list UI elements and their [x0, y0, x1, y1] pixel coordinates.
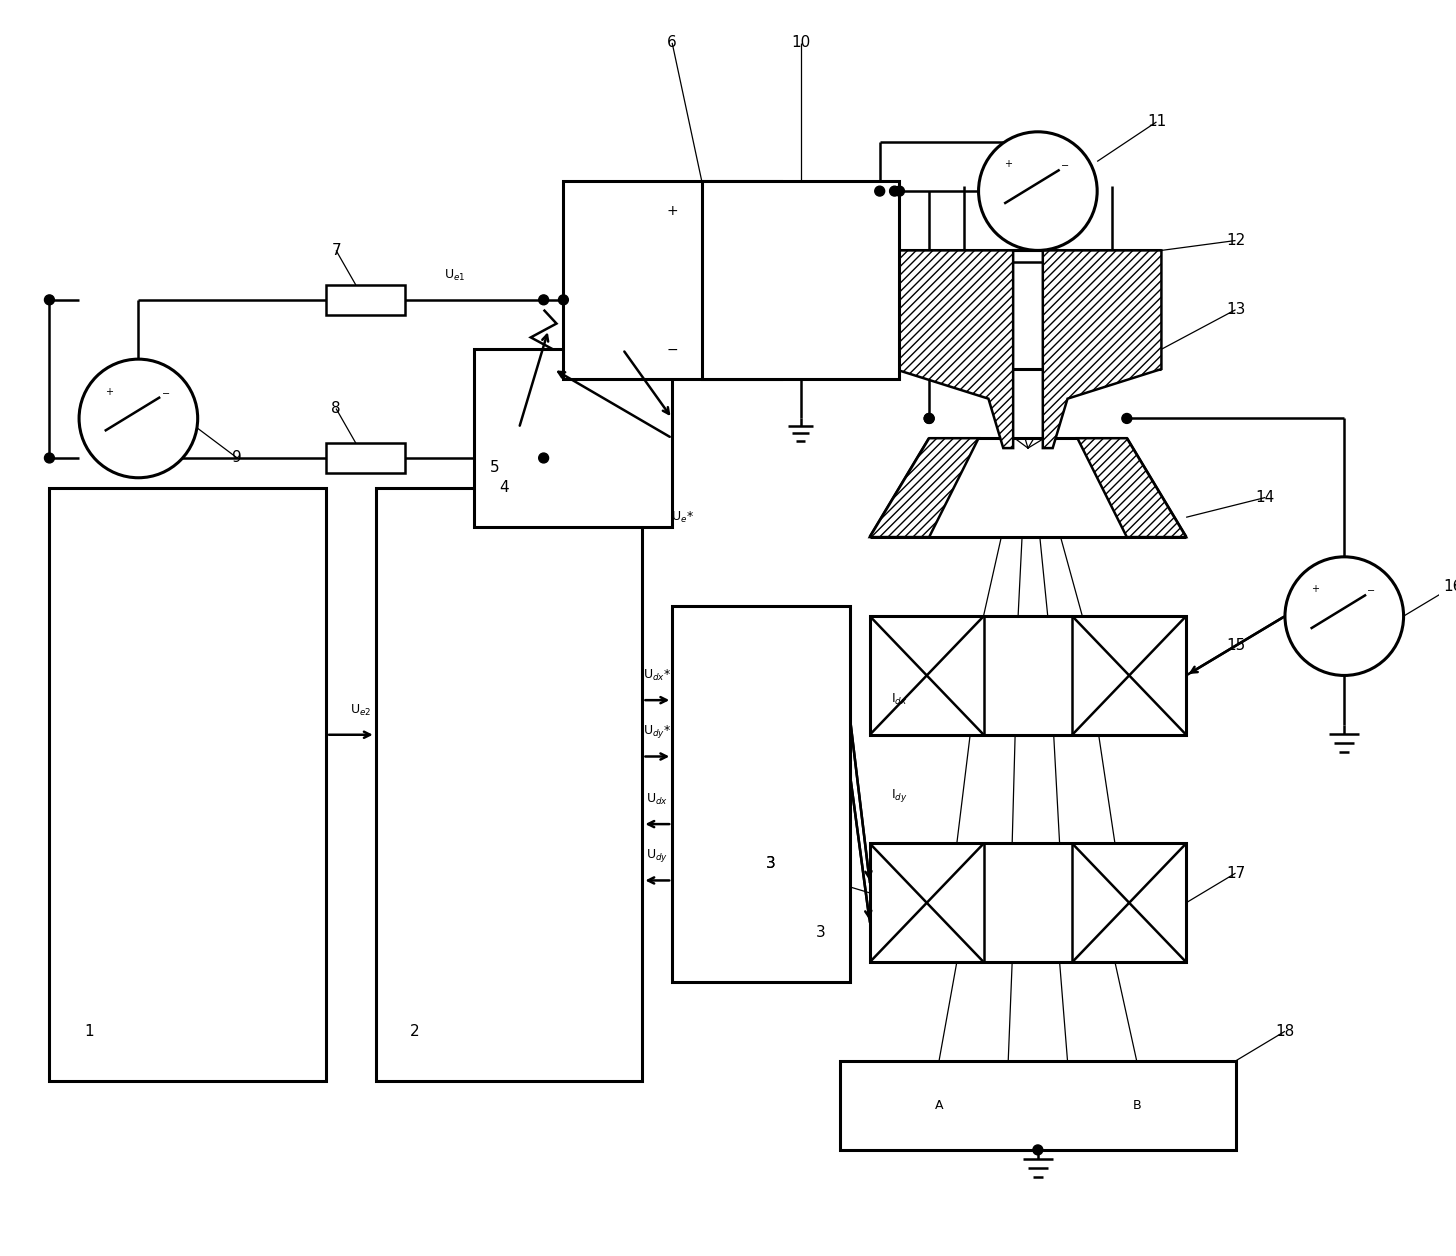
Bar [326, 443, 405, 472]
Text: 17: 17 [1226, 865, 1245, 880]
Circle shape [978, 132, 1098, 250]
Bar [475, 349, 673, 528]
Text: U$_{dy}$*: U$_{dy}$* [644, 723, 671, 740]
Text: 8: 8 [332, 401, 341, 416]
Circle shape [875, 186, 885, 196]
Text: 12: 12 [1226, 234, 1245, 247]
Circle shape [1123, 413, 1131, 423]
Text: I$_{dx}$: I$_{dx}$ [891, 692, 907, 707]
Bar [840, 1061, 1236, 1150]
Bar [869, 844, 1187, 962]
Circle shape [79, 359, 198, 477]
Circle shape [559, 295, 568, 305]
Text: 10: 10 [791, 35, 810, 50]
Polygon shape [894, 250, 1013, 448]
Text: +: + [667, 203, 678, 217]
Text: 7: 7 [332, 242, 341, 257]
Polygon shape [1077, 438, 1187, 538]
Circle shape [1032, 1145, 1042, 1154]
Text: +: + [105, 387, 112, 397]
Text: 4: 4 [499, 480, 510, 495]
Text: 6: 6 [667, 35, 677, 50]
Text: U$_{dx}$*: U$_{dx}$* [644, 668, 671, 683]
Circle shape [45, 453, 54, 463]
Text: 3: 3 [766, 855, 776, 870]
Text: +: + [1310, 584, 1319, 594]
Text: $-$: $-$ [160, 387, 170, 397]
Text: U$_{dx}$: U$_{dx}$ [646, 791, 668, 806]
Text: U$_e$*: U$_e$* [671, 510, 693, 525]
Text: I$_{dy}$: I$_{dy}$ [891, 786, 907, 804]
Text: 9: 9 [233, 451, 242, 466]
Text: 11: 11 [1147, 114, 1166, 129]
Circle shape [925, 413, 935, 423]
Circle shape [890, 186, 900, 196]
Circle shape [1286, 556, 1404, 676]
Polygon shape [869, 438, 978, 538]
Text: U$_{e2}$: U$_{e2}$ [349, 702, 371, 717]
Text: A: A [935, 1099, 943, 1112]
Bar [673, 607, 850, 982]
Polygon shape [1042, 250, 1162, 448]
Text: B: B [1133, 1099, 1142, 1112]
Circle shape [925, 413, 935, 423]
Text: 16: 16 [1443, 579, 1456, 594]
Text: U$_{dy}$: U$_{dy}$ [646, 848, 668, 864]
Text: $-$: $-$ [1366, 584, 1376, 594]
Circle shape [539, 453, 549, 463]
Text: 18: 18 [1275, 1024, 1294, 1039]
Bar [869, 617, 1187, 735]
Bar [50, 487, 326, 1080]
Text: 5: 5 [489, 461, 499, 475]
Bar [702, 181, 900, 379]
Text: 3: 3 [766, 855, 776, 870]
Text: 14: 14 [1255, 490, 1275, 505]
Text: 3: 3 [815, 924, 826, 939]
Text: 15: 15 [1226, 638, 1245, 653]
Text: 13: 13 [1226, 303, 1245, 318]
Circle shape [894, 186, 904, 196]
Text: +: + [1005, 160, 1012, 170]
Circle shape [45, 295, 54, 305]
Text: U$_{e1}$: U$_{e1}$ [444, 268, 466, 283]
Text: 1: 1 [84, 1024, 93, 1039]
Text: $-$: $-$ [1060, 160, 1069, 170]
Text: 2: 2 [411, 1024, 419, 1039]
Bar [563, 181, 780, 379]
Text: $-$: $-$ [665, 342, 678, 357]
Circle shape [539, 295, 549, 305]
Bar [326, 285, 405, 315]
Bar [376, 487, 642, 1080]
